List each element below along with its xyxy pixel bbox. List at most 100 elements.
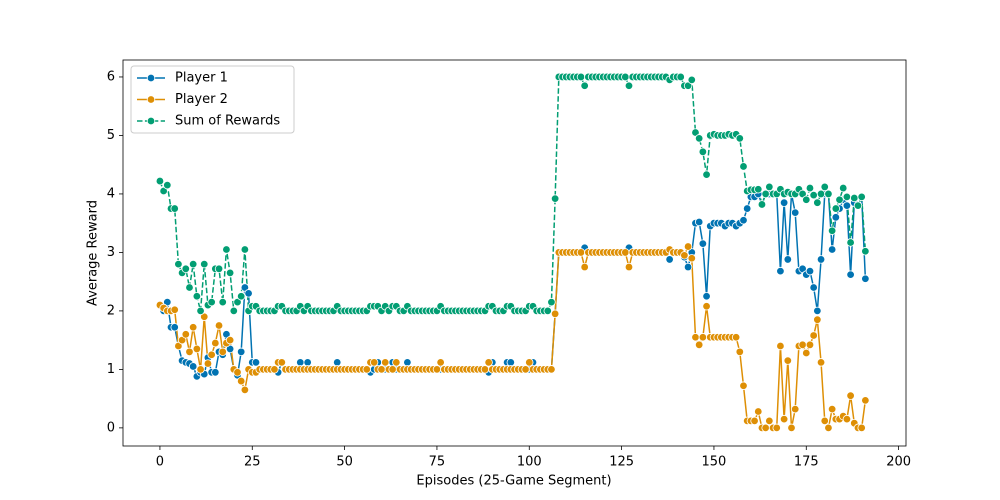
data-point — [842, 201, 852, 210]
data-point — [842, 414, 852, 424]
data-point — [506, 358, 516, 367]
data-point — [207, 350, 216, 359]
data-point — [783, 356, 793, 365]
data-point — [200, 312, 209, 321]
data-point — [543, 306, 552, 316]
data-point — [805, 183, 815, 193]
data-point — [761, 189, 770, 199]
data-point — [731, 333, 741, 342]
data-point — [196, 365, 205, 374]
data-point — [547, 297, 556, 307]
data-point — [831, 204, 841, 213]
data-point — [776, 341, 785, 351]
data-point — [665, 255, 674, 264]
data-point — [735, 347, 744, 357]
data-point — [233, 297, 242, 307]
data-point — [240, 385, 250, 395]
data-point — [576, 248, 586, 257]
data-point — [188, 362, 198, 371]
data-point — [805, 340, 815, 350]
data-point — [779, 414, 789, 424]
data-point — [820, 182, 829, 192]
data-point — [839, 183, 848, 193]
data-point — [809, 331, 818, 340]
data-point — [683, 262, 693, 272]
data-point — [809, 283, 818, 292]
data-point — [244, 289, 253, 298]
data-point — [303, 358, 312, 367]
x-tick-label: 175 — [794, 455, 819, 470]
data-point — [377, 365, 386, 374]
data-point — [787, 423, 796, 433]
data-point — [857, 192, 866, 202]
data-point — [381, 358, 390, 367]
data-point — [547, 365, 556, 374]
x-tick-label: 200 — [886, 455, 911, 470]
data-point — [779, 198, 789, 207]
data-point — [170, 204, 179, 213]
data-point — [687, 254, 696, 263]
data-point — [170, 305, 179, 314]
data-point — [525, 358, 534, 367]
data-point — [277, 358, 287, 367]
data-point — [754, 407, 763, 416]
data-point — [861, 274, 870, 283]
data-point — [798, 340, 807, 350]
legend-marker — [146, 116, 156, 126]
data-point — [698, 147, 708, 157]
data-point — [798, 189, 807, 199]
data-point — [188, 323, 198, 332]
data-point — [174, 341, 183, 351]
data-point — [392, 358, 401, 367]
data-point — [820, 416, 829, 426]
data-point — [236, 376, 246, 386]
legend-box — [130, 65, 295, 134]
data-point — [185, 347, 194, 357]
data-point — [624, 262, 634, 272]
data-point — [831, 213, 841, 222]
data-point — [521, 365, 530, 374]
data-point — [333, 358, 342, 367]
data-point — [827, 245, 837, 254]
y-tick-label: 2 — [107, 303, 115, 318]
data-point — [218, 347, 227, 357]
data-point — [813, 306, 822, 316]
data-point — [576, 72, 586, 82]
data-point — [203, 359, 213, 368]
data-point — [214, 264, 224, 273]
data-point — [694, 134, 704, 143]
data-point — [225, 344, 235, 354]
data-point — [188, 259, 198, 269]
data-point — [824, 423, 833, 433]
data-point — [240, 283, 250, 292]
data-point — [174, 259, 183, 269]
x-tick-label: 125 — [609, 455, 634, 470]
data-point — [765, 182, 774, 192]
data-point — [754, 185, 763, 194]
data-point — [742, 204, 752, 213]
legend-marker — [146, 73, 156, 83]
data-point — [702, 170, 711, 179]
data-point — [861, 396, 870, 405]
legend-label: Player 1 — [175, 71, 228, 86]
data-point — [388, 365, 397, 374]
data-point — [222, 245, 231, 254]
data-point — [229, 306, 239, 316]
y-tick-label: 1 — [107, 362, 115, 377]
data-point — [225, 335, 235, 345]
data-point — [163, 180, 172, 190]
data-point — [207, 297, 216, 307]
data-point — [813, 315, 822, 324]
data-point — [550, 309, 560, 319]
data-point — [850, 193, 859, 203]
data-point — [236, 347, 246, 357]
legend-label: Sum of Rewards — [175, 114, 280, 129]
data-point — [809, 190, 818, 200]
data-point — [761, 423, 770, 433]
data-point — [750, 416, 759, 426]
data-point — [155, 176, 165, 186]
data-point — [694, 217, 704, 227]
data-point — [218, 297, 227, 307]
data-point — [694, 340, 704, 350]
